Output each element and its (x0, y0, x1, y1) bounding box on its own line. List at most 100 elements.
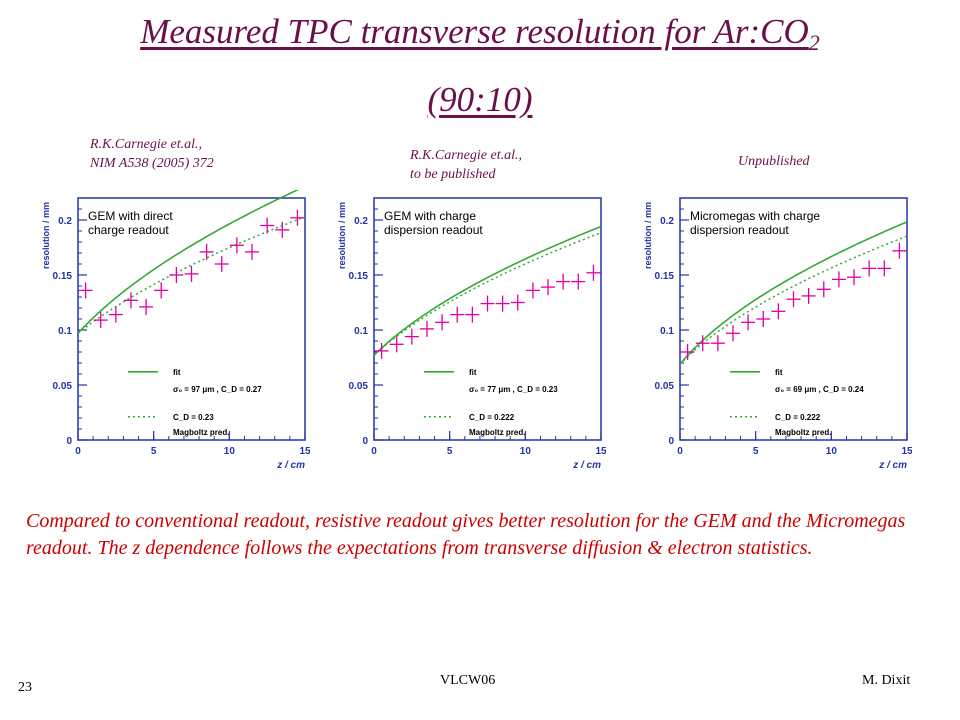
data-point (419, 320, 434, 337)
data-point (93, 312, 108, 329)
chart-panel-gem-direct: 0 0.05 0.1 0.15 0.2 0 5 10 15 z / cm resolution / … (40, 190, 310, 475)
data-point (123, 292, 138, 309)
legend-pred-note: Magboltz pred. (775, 428, 831, 437)
panel-title-line1: GEM with charge (384, 209, 476, 223)
data-point (786, 291, 801, 308)
citation-1: R.K.Carnegie et.al., NIM A538 (2005) 372 (90, 135, 214, 173)
data-point (389, 336, 404, 353)
x-tick-label: 5 (151, 446, 157, 457)
legend-pred-label: C_D = 0.222 (469, 413, 515, 422)
citation-3: Unpublished (738, 152, 810, 171)
y-tick-label: 0 (362, 436, 368, 447)
data-point (771, 303, 786, 320)
y-tick-label: 0 (66, 436, 72, 447)
data-point (78, 282, 93, 299)
conclusion-text: Compared to conventional readout, resist… (26, 510, 906, 559)
panel-title-line1: GEM with direct (88, 209, 173, 223)
prediction-curve (373, 232, 602, 356)
data-point (510, 294, 525, 311)
y-tick-label: 0.05 (655, 381, 675, 392)
data-point (495, 295, 510, 312)
plot-frame (373, 197, 602, 441)
data-point (586, 264, 601, 281)
panel-title-line1: Micromegas with charge (690, 209, 820, 223)
x-axis-label: z / cm (572, 460, 601, 471)
data-point (541, 279, 556, 296)
legend-pred-note: Magboltz pred. (469, 428, 525, 437)
data-point (816, 281, 831, 298)
y-axis-label: resolution / mm (643, 202, 653, 269)
slide-title-line2: (90:10) (427, 80, 533, 119)
data-point (450, 306, 465, 323)
data-point (892, 242, 907, 259)
legend-fit-label: fit (469, 368, 477, 377)
data-point (435, 314, 450, 331)
fit-curve (77, 190, 300, 334)
y-tick-label: 0.2 (354, 216, 368, 227)
chart-micromegas-dispersion: 0 0.05 0.1 0.15 0.2 0 5 10 15 z / cm resolution / … (643, 197, 912, 471)
data-point (756, 311, 771, 327)
chart-panel-gem-dispersion: 0 0.05 0.1 0.15 0.2 0 5 10 15 z / cm resolution / … (336, 190, 606, 475)
citation-1-line1: R.K.Carnegie et.al., (90, 137, 202, 152)
citation-2-line1: R.K.Carnegie et.al., (410, 148, 522, 163)
x-tick-label: 5 (753, 446, 759, 457)
data-point (695, 335, 710, 352)
data-point (108, 306, 123, 323)
data-point (556, 273, 571, 290)
data-point (680, 344, 695, 360)
fit-curve (679, 221, 908, 365)
citation-3-line1: Unpublished (738, 154, 810, 169)
data-point (260, 217, 275, 234)
x-axis-label: z / cm (276, 460, 305, 471)
y-tick-label: 0.1 (660, 326, 674, 337)
chart-panel-micromegas-dispersion: 0 0.05 0.1 0.15 0.2 0 5 10 15 z / cm resolution / … (642, 190, 912, 475)
title-main-text: Measured TPC transverse resolution for A… (140, 12, 809, 51)
legend-fit-label: fit (775, 368, 783, 377)
data-point (404, 328, 419, 345)
y-tick-label: 0.15 (655, 271, 675, 282)
data-point (229, 237, 244, 254)
prediction-curve (679, 235, 908, 365)
data-point (862, 260, 877, 277)
data-point (801, 287, 816, 304)
data-point (169, 267, 184, 283)
citation-1-line2: NIM A538 (2005) 372 (90, 156, 214, 171)
legend-pred-label: C_D = 0.23 (173, 413, 214, 422)
data-point (290, 209, 305, 226)
legend-fit-params: σ₀ = 77 μm , C_D = 0.23 (469, 385, 558, 394)
panel-title-line2: dispersion readout (690, 223, 789, 237)
data-point (741, 314, 756, 331)
y-tick-label: 0.1 (58, 326, 72, 337)
data-point (139, 298, 154, 315)
data-point (710, 335, 725, 352)
y-axis-label: resolution / mm (337, 202, 347, 269)
data-point (725, 325, 740, 342)
page-number: 23 (18, 680, 32, 695)
data-point (275, 221, 290, 238)
data-point (571, 273, 586, 290)
data-point (847, 269, 862, 286)
x-tick-label: 15 (299, 446, 310, 457)
x-tick-label: 0 (75, 446, 81, 457)
legend-fit-params: σ₀ = 97 μm , C_D = 0.27 (173, 385, 262, 394)
y-tick-label: 0.05 (349, 381, 369, 392)
legend-pred-note: Magboltz pred. (173, 428, 229, 437)
data-point (374, 342, 389, 359)
slide-title-line1: Measured TPC transverse resolution for A… (0, 12, 960, 55)
legend-fit-params: σ₀ = 69 μm , C_D = 0.24 (775, 385, 864, 394)
data-point (199, 243, 214, 260)
fit-curve (373, 225, 602, 356)
x-axis-label: z / cm (878, 460, 907, 471)
y-tick-label: 0.2 (58, 216, 72, 227)
x-tick-label: 10 (224, 446, 236, 457)
data-point (245, 243, 260, 260)
legend-pred-label: C_D = 0.222 (775, 413, 821, 422)
x-tick-label: 0 (677, 446, 683, 457)
citation-2: R.K.Carnegie et.al., to be published (410, 146, 522, 184)
data-point (465, 306, 480, 323)
y-tick-label: 0.15 (53, 271, 73, 282)
y-tick-label: 0 (668, 436, 674, 447)
x-tick-label: 10 (826, 446, 838, 457)
citation-2-line2: to be published (410, 167, 496, 182)
data-point (525, 282, 540, 299)
